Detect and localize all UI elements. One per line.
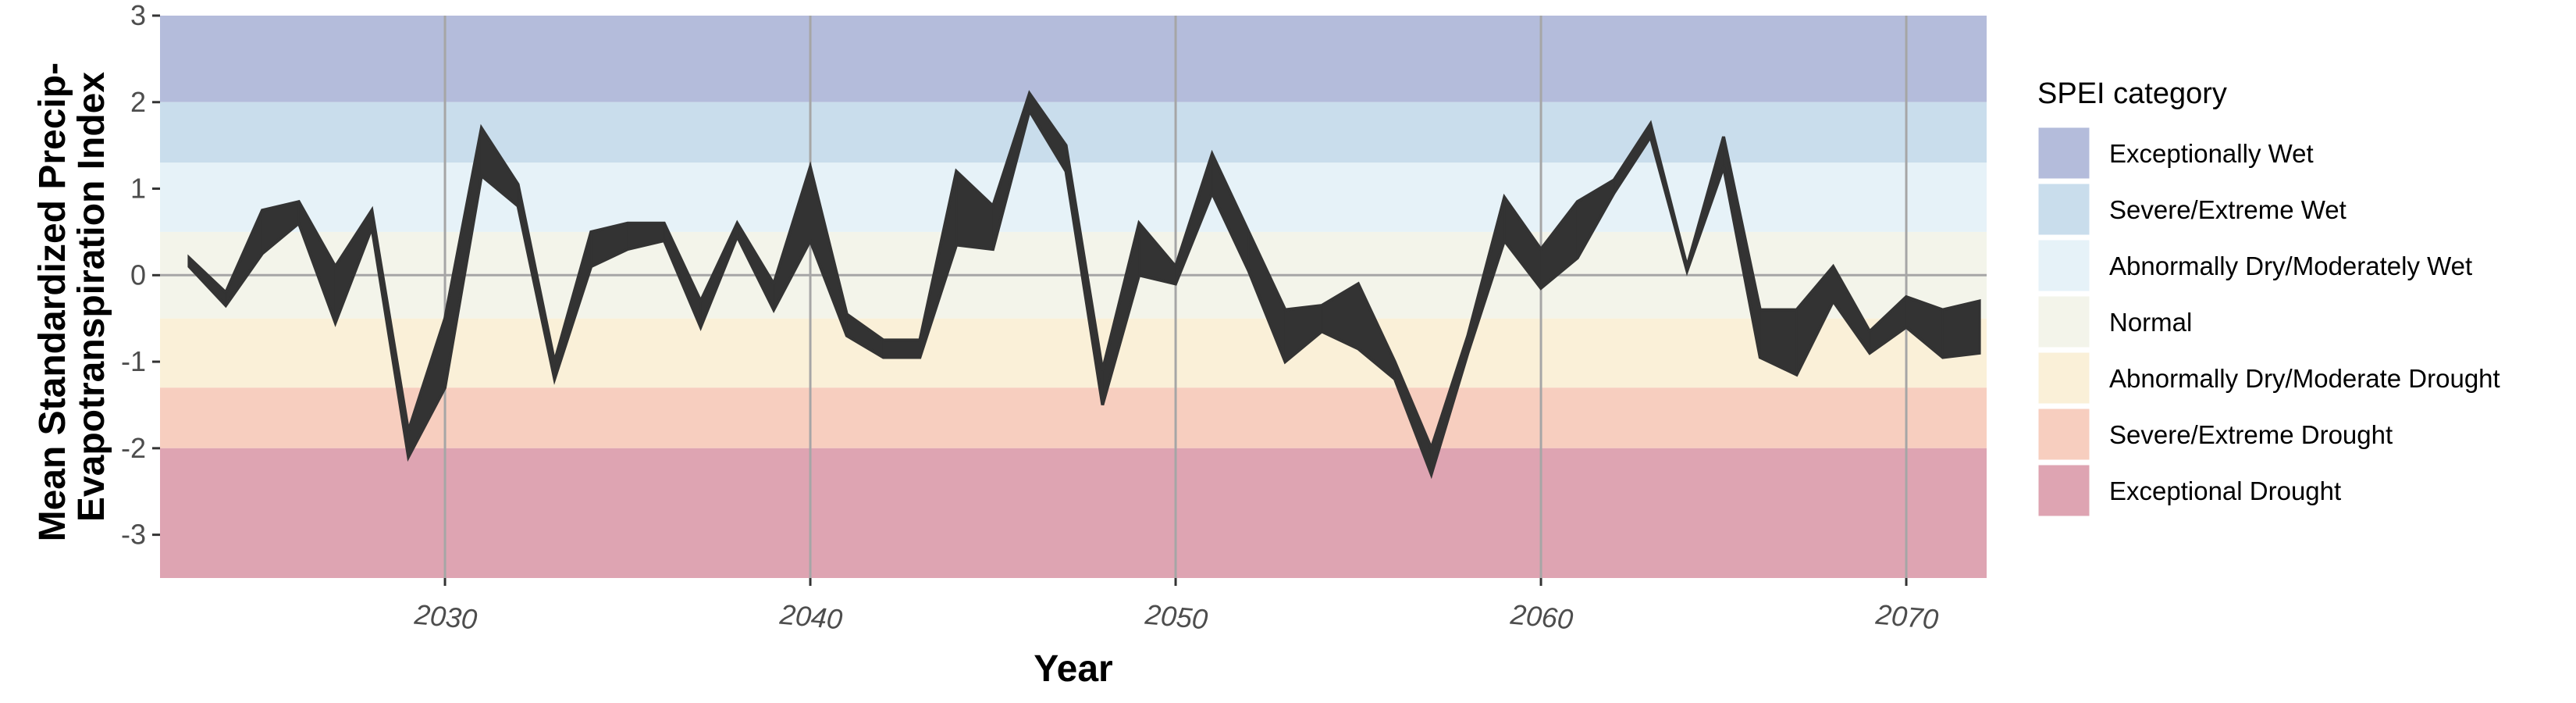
x-axis: 2030 2040 2050 2060 2070 — [412, 578, 1940, 636]
y-tick-label: 3 — [130, 0, 146, 31]
legend-label: Abnormally Dry/Moderate Drought — [2109, 364, 2500, 393]
legend: SPEI category Exceptionally Wet Severe/Ex… — [2036, 77, 2500, 519]
legend-key — [2036, 294, 2092, 350]
y-axis-title-line-1: Mean Standardized Precip- — [32, 62, 73, 541]
legend-label: Severe/Extreme Wet — [2109, 195, 2347, 224]
y-tick-label: -2 — [121, 432, 146, 464]
legend-key — [2036, 350, 2092, 406]
y-tick-label: 2 — [130, 86, 146, 118]
legend-key — [2036, 125, 2092, 181]
spei-series — [187, 90, 1981, 480]
x-tick-label: 2030 — [412, 598, 478, 636]
band-severe-extreme-wet — [160, 102, 1987, 163]
x-axis-title: Year — [1034, 648, 1112, 690]
band-exceptional-drought — [160, 448, 1987, 578]
legend-key — [2036, 237, 2092, 294]
legend-key — [2036, 406, 2092, 462]
legend-label: Exceptional Drought — [2109, 476, 2341, 505]
x-tick-label: 2050 — [1143, 598, 1208, 636]
legend-label: Abnormally Dry/Moderately Wet — [2109, 252, 2472, 280]
y-tick-label: -1 — [121, 345, 146, 377]
category-bands — [160, 16, 1987, 578]
y-axis-title: Mean Standardized Precip- Evapotranspira… — [32, 52, 112, 542]
x-tick-label: 2060 — [1508, 598, 1574, 636]
legend-key — [2036, 181, 2092, 237]
band-exceptionally-wet — [160, 16, 1987, 102]
legend-label: Exceptionally Wet — [2109, 139, 2314, 168]
band-severe-extreme-drought — [160, 387, 1987, 448]
legend-label: Severe/Extreme Drought — [2109, 420, 2393, 449]
legend-title: SPEI category — [2037, 77, 2227, 110]
y-tick-label: -3 — [121, 519, 146, 551]
y-axis: 3 2 1 0 -1 -2 -3 — [121, 0, 160, 551]
legend-label: Normal — [2109, 308, 2192, 337]
y-axis-title-line-2: Evapotranspiration Index — [71, 72, 112, 522]
y-tick-label: 0 — [130, 259, 146, 291]
y-tick-label: 1 — [130, 173, 146, 205]
x-tick-label: 2040 — [777, 598, 843, 636]
legend-key — [2036, 462, 2092, 519]
legend-items: Exceptionally Wet Severe/Extreme Wet Abnor… — [2036, 125, 2500, 519]
band-abnormally-dry-moderate-drought — [160, 318, 1987, 388]
x-tick-label: 2070 — [1873, 598, 1939, 636]
